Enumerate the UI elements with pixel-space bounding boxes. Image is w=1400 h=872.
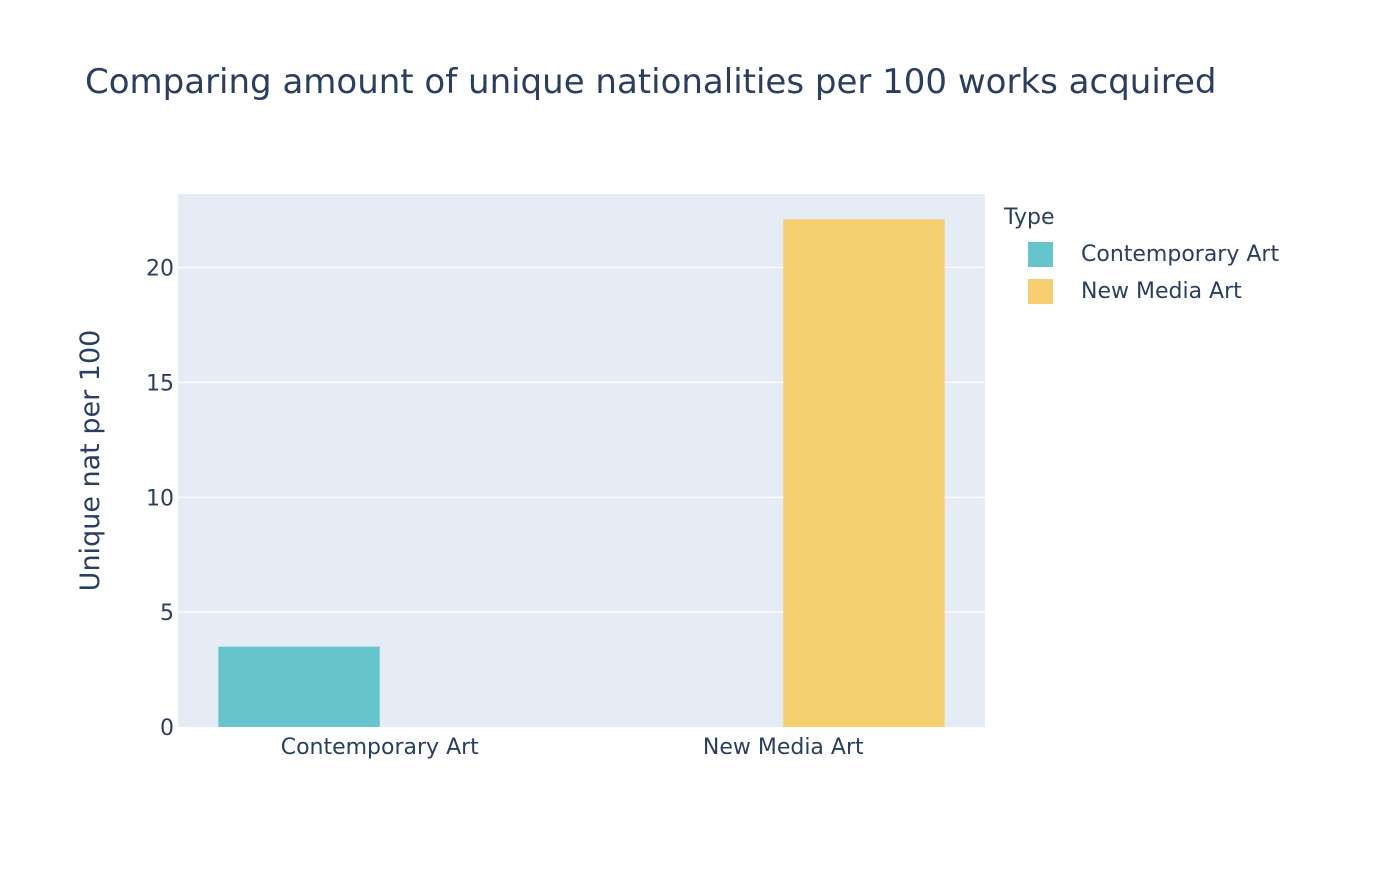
legend-title: Type	[1004, 200, 1279, 236]
y-tick-label: 0	[160, 716, 174, 741]
legend-swatch	[1028, 242, 1053, 267]
bar-new-media-art	[783, 219, 944, 727]
legend-label: Contemporary Art	[1081, 242, 1279, 267]
legend-item[interactable]: New Media Art	[1028, 273, 1279, 310]
x-tick-label: New Media Art	[703, 735, 864, 760]
y-tick-label: 15	[146, 371, 174, 396]
y-tick-label: 10	[146, 486, 174, 511]
legend-items: Contemporary Art New Media Art	[1004, 236, 1279, 310]
y-tick-label: 5	[160, 601, 174, 626]
y-axis-ticks: 0 5 10 15 20	[146, 257, 174, 741]
legend-swatch	[1028, 279, 1053, 304]
bar-contemporary-art	[218, 647, 379, 727]
legend-label: New Media Art	[1081, 279, 1242, 304]
x-axis-ticks: Contemporary Art New Media Art	[281, 735, 864, 760]
y-axis-label: Unique nat per 100	[75, 330, 106, 592]
legend: Type Contemporary Art New Media Art	[1004, 200, 1279, 310]
legend-item[interactable]: Contemporary Art	[1028, 236, 1279, 273]
x-tick-label: Contemporary Art	[281, 735, 479, 760]
y-tick-label: 20	[146, 257, 174, 282]
